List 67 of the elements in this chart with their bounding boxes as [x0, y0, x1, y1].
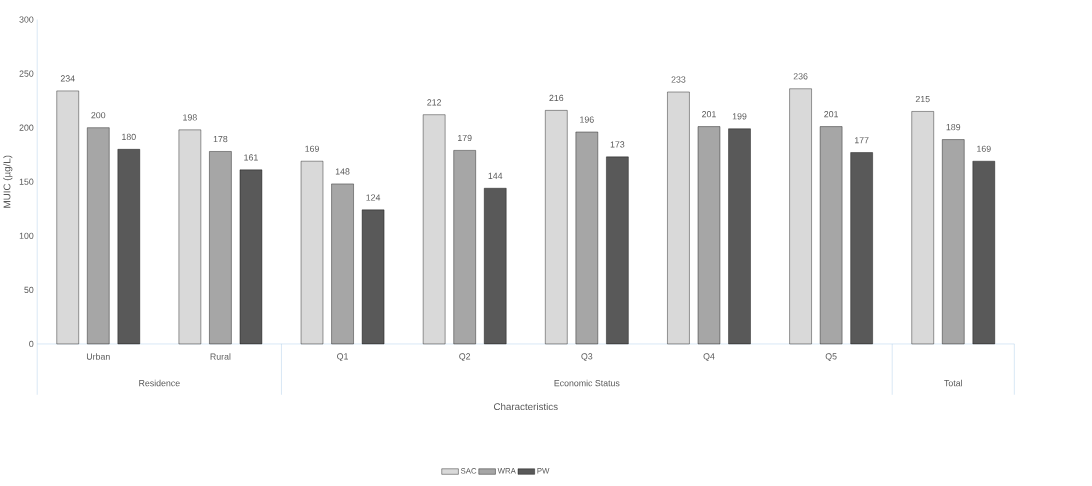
y-tick-label: 150 — [19, 178, 34, 186]
bar — [942, 139, 965, 345]
bar — [697, 126, 721, 345]
data-label: 179 — [458, 135, 472, 142]
bar — [728, 128, 751, 345]
y-tick-label: 100 — [19, 232, 34, 240]
data-label: 199 — [732, 113, 747, 120]
y-tick-label: 200 — [19, 124, 34, 131]
text: Economic Status — [554, 379, 620, 387]
x-tick-label: Q4 — [703, 353, 715, 362]
data-label: 215 — [915, 96, 930, 103]
data-label: 236 — [793, 73, 808, 80]
bar — [87, 127, 110, 345]
bar — [972, 161, 995, 345]
data-label: 201 — [702, 111, 716, 118]
data-label: 200 — [91, 112, 106, 119]
data-label: 161 — [244, 154, 258, 161]
data-label: 233 — [671, 76, 686, 83]
bar — [789, 88, 812, 345]
x-tick-label: Urban — [86, 353, 110, 360]
data-label: 201 — [824, 111, 839, 118]
bar — [178, 129, 202, 345]
y-axis-title: MUIC (µg/L) — [3, 155, 13, 208]
bar — [484, 188, 507, 345]
data-label: 196 — [580, 116, 594, 123]
data-label: 189 — [946, 124, 961, 131]
data-label: 148 — [335, 168, 350, 175]
bar — [361, 209, 385, 345]
bar — [117, 149, 140, 345]
bar — [819, 126, 843, 345]
bar — [545, 110, 568, 345]
x-axis-title: Characteristics — [493, 403, 558, 411]
bar — [331, 183, 354, 345]
data-label: 178 — [213, 136, 228, 143]
bar — [239, 169, 263, 345]
bar — [56, 90, 79, 345]
bar — [606, 156, 629, 345]
y-tick-label: 50 — [24, 286, 34, 294]
data-label: 144 — [488, 173, 503, 180]
x-tick-label: Q3 — [581, 353, 593, 362]
data-label: 177 — [854, 137, 869, 144]
data-label: 234 — [60, 75, 75, 82]
bar — [453, 150, 476, 345]
text: Total — [944, 379, 962, 387]
x-tick-label: Rural — [210, 353, 231, 360]
data-label: 216 — [549, 95, 564, 102]
bar — [300, 161, 324, 345]
bar — [667, 91, 690, 345]
bar — [209, 151, 232, 345]
x-tick-label: Q5 — [825, 353, 837, 362]
data-label: 124 — [366, 194, 381, 201]
data-label: 198 — [183, 114, 197, 121]
y-tick-label: 300 — [19, 16, 34, 23]
data-label: 173 — [610, 141, 625, 148]
bar — [911, 111, 934, 345]
data-label: 212 — [427, 99, 442, 106]
x-tick-label: Q2 — [459, 353, 471, 362]
data-label: 169 — [977, 145, 991, 153]
text: Residence — [139, 379, 180, 387]
bar — [850, 152, 873, 345]
bar — [575, 131, 599, 345]
data-label: 180 — [122, 133, 136, 141]
x-tick-label: Q1 — [337, 353, 348, 362]
y-tick-label: 0 — [29, 341, 34, 348]
y-tick-label: 250 — [19, 70, 34, 77]
data-label: 169 — [305, 145, 319, 153]
bar — [422, 114, 446, 345]
